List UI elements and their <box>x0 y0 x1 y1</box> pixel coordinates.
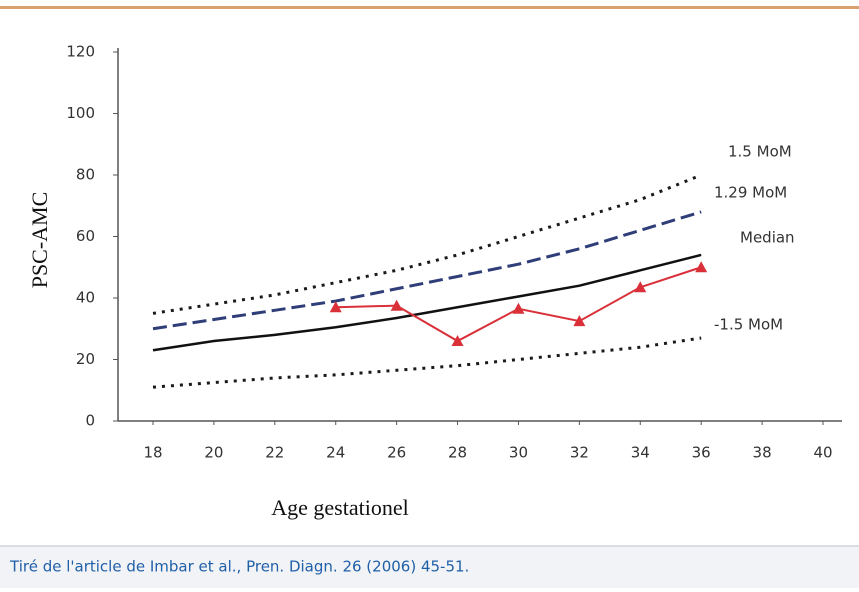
x-tick-label: 24 <box>326 444 345 462</box>
patient-marker <box>451 335 464 347</box>
x-tick-label: 26 <box>387 444 406 462</box>
patient-marker <box>634 281 647 293</box>
series-label: -1.5 MoM <box>714 316 783 334</box>
reference-line <box>152 253 702 352</box>
patient-marker <box>329 301 342 313</box>
x-tick-label: 32 <box>570 444 589 462</box>
y-tick-label: 20 <box>76 350 95 368</box>
y-tick-label: 80 <box>76 166 95 184</box>
y-tick-label: 40 <box>76 289 95 307</box>
reference-line <box>152 336 702 389</box>
x-tick-label: 40 <box>813 444 832 462</box>
reference-line <box>152 173 702 315</box>
x-tick-label: 18 <box>143 444 162 462</box>
series-label: 1.29 MoM <box>714 184 787 202</box>
y-axis-label: PSC-AMC <box>27 192 52 289</box>
y-tick-label: 100 <box>66 104 95 122</box>
x-tick-label: 38 <box>753 444 772 462</box>
top-rule <box>0 6 859 9</box>
patient-marker <box>512 302 525 314</box>
patient-marker <box>695 261 708 273</box>
caption: Tiré de l'article de Imbar et al., Pren.… <box>9 558 469 576</box>
series-label: Median <box>740 229 795 247</box>
series-label: 1.5 MoM <box>728 143 792 161</box>
x-tick-label: 36 <box>692 444 711 462</box>
patient-marker <box>390 299 403 311</box>
reference-line <box>152 210 702 331</box>
x-axis-label: Age gestationel <box>271 495 408 520</box>
y-tick-label: 120 <box>66 43 95 61</box>
x-tick-label: 28 <box>448 444 467 462</box>
y-tick-label: 60 <box>76 227 95 245</box>
x-tick-label: 30 <box>509 444 528 462</box>
x-tick-label: 20 <box>204 444 223 462</box>
patient-marker <box>573 315 586 327</box>
y-tick-label: 0 <box>85 412 95 430</box>
x-tick-label: 34 <box>631 444 650 462</box>
x-tick-label: 22 <box>265 444 284 462</box>
caption-band <box>0 546 859 588</box>
